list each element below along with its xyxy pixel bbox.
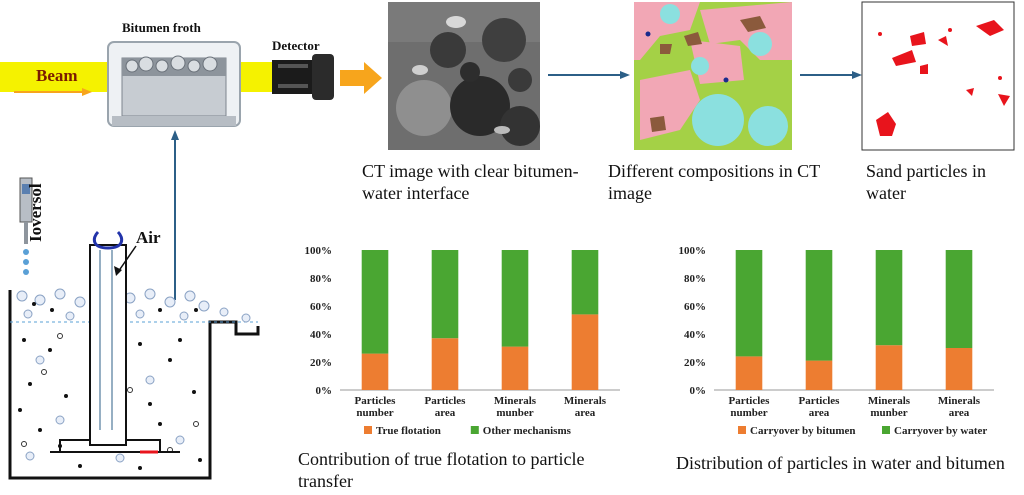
x-tick-label: munber [496, 407, 533, 419]
legend-label: Carryover by water [894, 425, 987, 437]
bar-segment [361, 250, 389, 354]
bar-segment [735, 356, 763, 390]
froth-label: Bitumen froth [122, 20, 201, 35]
bar-segment [875, 345, 903, 390]
bar-segment [875, 250, 903, 346]
bar-segment [501, 346, 529, 390]
y-tick-label: 40% [310, 329, 332, 341]
y-tick-label: 100% [305, 245, 333, 257]
bar-segment [945, 250, 973, 348]
bar-segment [361, 353, 389, 390]
y-tick-label: 60% [310, 301, 332, 313]
ct-image [388, 2, 540, 150]
x-tick-label: Minerals [868, 395, 911, 407]
y-tick-label: 0% [690, 385, 707, 397]
flow-arrow-2 [800, 71, 862, 79]
pipette-icon [19, 177, 33, 275]
bar-segment [571, 250, 599, 315]
x-tick-label: Particles [425, 395, 467, 407]
bar-segment [735, 250, 763, 357]
bar-segment [571, 314, 599, 390]
y-tick-label: 0% [316, 385, 333, 397]
beam-label: Beam [36, 66, 78, 85]
x-tick-label: area [949, 407, 970, 419]
x-tick-label: Minerals [494, 395, 537, 407]
legend-label: Carryover by bitumen [750, 425, 856, 437]
rotation-arrow-icon [92, 230, 124, 250]
x-tick-label: number [730, 407, 767, 419]
legend-swatch [470, 426, 479, 434]
y-tick-label: 80% [310, 273, 332, 285]
detector-icon [272, 54, 334, 100]
chart1-caption: Contribution of true flotation to partic… [298, 449, 585, 491]
bar-segment [805, 360, 833, 390]
x-tick-label: Minerals [938, 395, 981, 407]
ct-caption: CT image with clear bitumen-water interf… [362, 161, 579, 203]
x-tick-label: area [575, 407, 596, 419]
particle-distribution-chart: 0%20%40%60%80%100%ParticlesnumberParticl… [679, 245, 994, 437]
flotation-tank [8, 230, 260, 480]
x-tick-label: area [809, 407, 830, 419]
chart2-caption: Distribution of particles in water and b… [676, 453, 1005, 473]
legend-swatch [738, 426, 746, 434]
orange-arrow [340, 62, 382, 94]
detector-label: Detector [272, 38, 320, 53]
x-tick-label: number [356, 407, 393, 419]
bar-segment [805, 250, 833, 361]
bar-segment [945, 348, 973, 390]
x-tick-label: Particles [799, 395, 841, 407]
tracer-label: Ioversol [26, 183, 45, 242]
legend-label: True flotation [376, 425, 441, 437]
composition-caption: Different compositions in CT image [608, 161, 820, 203]
true-flotation-chart: 0%20%40%60%80%100%ParticlesnumberParticl… [305, 245, 620, 437]
composition-image [634, 2, 792, 150]
air-label: Air [136, 228, 161, 247]
y-tick-label: 20% [310, 357, 332, 369]
y-tick-label: 40% [684, 329, 706, 341]
x-tick-label: Minerals [564, 395, 607, 407]
sand-caption: Sand particles in water [866, 161, 986, 203]
x-tick-label: munber [870, 407, 907, 419]
y-tick-label: 20% [684, 357, 706, 369]
bar-segment [431, 338, 459, 390]
sampling-arrow [171, 130, 179, 300]
froth-cell [107, 41, 241, 127]
y-tick-label: 60% [684, 301, 706, 313]
y-tick-label: 80% [684, 273, 706, 285]
legend-swatch [364, 426, 372, 434]
x-tick-label: Particles [355, 395, 397, 407]
x-tick-label: area [435, 407, 456, 419]
legend-label: Other mechanisms [483, 425, 572, 437]
flow-arrow-1 [548, 71, 630, 79]
air-arrow [117, 245, 137, 273]
legend-swatch [882, 426, 890, 434]
x-tick-label: Particles [729, 395, 771, 407]
bar-segment [501, 250, 529, 347]
y-tick-label: 100% [679, 245, 707, 257]
sand-particles-image [861, 1, 1015, 151]
bar-segment [431, 250, 459, 339]
